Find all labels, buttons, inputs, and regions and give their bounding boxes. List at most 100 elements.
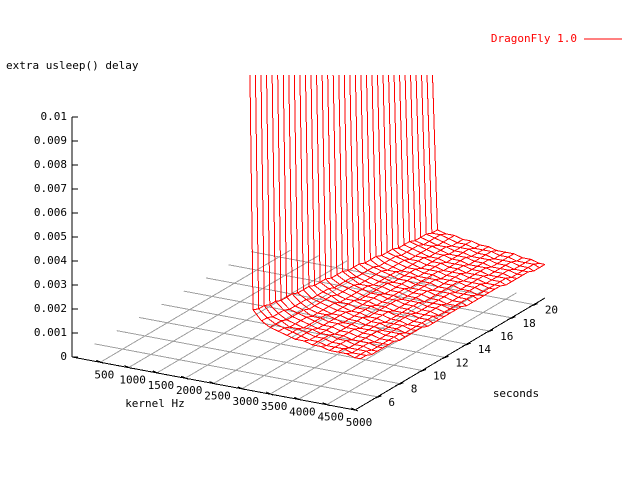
surface-isoline-y bbox=[360, 337, 367, 342]
surface-isoline-x bbox=[351, 352, 361, 355]
surface-isoline-y bbox=[482, 246, 489, 251]
surface-isoline-x bbox=[410, 74, 416, 241]
surface-isoline-y bbox=[329, 333, 335, 336]
surface-isoline-x bbox=[410, 329, 417, 332]
surface-isoline-y bbox=[471, 278, 478, 284]
surface-isoline-x bbox=[471, 240, 481, 246]
surface-isoline-y bbox=[452, 296, 459, 302]
surface-isoline-y bbox=[460, 256, 467, 262]
surface-isoline-y bbox=[329, 346, 336, 351]
surface-isoline-y bbox=[294, 302, 301, 307]
surface-isoline-x bbox=[384, 293, 394, 296]
surface-isoline-y bbox=[359, 295, 366, 301]
surface-isoline-y bbox=[508, 253, 515, 258]
surface-isoline-y bbox=[415, 280, 422, 286]
surface-isoline-y bbox=[409, 255, 416, 260]
surface-isoline-y bbox=[407, 292, 414, 297]
surface-isoline-y bbox=[312, 328, 318, 330]
y-axis-tick-labels: 6 8 10 12 14 16 18 20 bbox=[388, 304, 558, 409]
surface-isoline-x bbox=[441, 291, 450, 294]
floor-grid-line-y bbox=[94, 343, 378, 398]
surface-isoline-y bbox=[370, 256, 377, 261]
surface-isoline-x bbox=[460, 273, 470, 279]
surface-isoline-x bbox=[519, 265, 529, 269]
surface-isoline-x bbox=[317, 341, 327, 347]
surface-isoline-x bbox=[485, 267, 495, 273]
surface-isoline-y bbox=[367, 266, 374, 271]
surface-isoline-x bbox=[328, 306, 338, 311]
surface-isoline-x bbox=[448, 238, 458, 244]
surface-isoline-y bbox=[356, 273, 363, 278]
surface-isoline-y bbox=[325, 277, 332, 280]
surface-isoline-x bbox=[368, 342, 378, 348]
surface-isoline-x bbox=[328, 288, 338, 296]
surface-isoline-x bbox=[351, 339, 361, 342]
surface-isoline-x bbox=[263, 305, 274, 318]
surface-isoline-y bbox=[468, 260, 475, 266]
surface-isoline-y bbox=[362, 300, 369, 306]
surface-isoline-x bbox=[359, 283, 369, 287]
x-tick-label: 2000 bbox=[176, 384, 203, 397]
surface-isoline-x bbox=[466, 285, 476, 288]
surface-isoline-y bbox=[322, 288, 329, 293]
z-tick-label: 0.001 bbox=[34, 326, 67, 339]
surface-isoline-y bbox=[373, 281, 380, 286]
surface-isoline-x bbox=[292, 331, 302, 337]
surface-isoline-y bbox=[359, 324, 366, 329]
surface-isoline-x bbox=[401, 283, 411, 289]
surface-isoline-y bbox=[404, 287, 411, 290]
surface-isoline-x bbox=[423, 272, 433, 276]
surface-isoline-y bbox=[454, 260, 461, 265]
surface-isoline-x bbox=[379, 281, 388, 284]
surface-isoline-x bbox=[390, 290, 400, 293]
surface-isoline-x bbox=[258, 308, 268, 319]
surface-isoline-y bbox=[482, 259, 489, 264]
surface-isoline-y bbox=[460, 272, 467, 275]
y-tick-label: 20 bbox=[545, 304, 558, 317]
surface-isoline-y bbox=[511, 260, 517, 263]
surface-isoline-y bbox=[479, 254, 486, 259]
surface-isoline-x bbox=[423, 244, 433, 247]
surface-isoline-x bbox=[399, 320, 409, 326]
surface-isoline-x bbox=[357, 335, 366, 339]
surface-isoline-x bbox=[426, 233, 435, 239]
surface-isoline-y bbox=[347, 266, 354, 272]
surface-isoline-x bbox=[438, 299, 448, 305]
surface-isoline-y bbox=[306, 298, 312, 300]
surface-isoline-x bbox=[337, 323, 347, 328]
surface-isoline-y bbox=[435, 304, 442, 309]
surface-isoline-x bbox=[376, 317, 386, 323]
surface-isoline-x bbox=[297, 292, 307, 300]
surface-isoline-y bbox=[357, 332, 364, 337]
surface-isoline-x bbox=[280, 320, 290, 328]
surface-isoline-x bbox=[329, 349, 339, 353]
surface-isoline-y bbox=[334, 330, 341, 335]
surface-isoline-y bbox=[457, 238, 464, 244]
surface-isoline-y bbox=[457, 293, 465, 298]
surface-isoline-x bbox=[434, 237, 444, 243]
surface-isoline-x bbox=[388, 74, 394, 250]
surface-isoline-x bbox=[414, 240, 424, 246]
surface-isoline-y bbox=[410, 330, 417, 335]
surface-isoline-y bbox=[361, 269, 368, 275]
surface-isoline-x bbox=[314, 305, 324, 311]
surface-isoline-y bbox=[466, 301, 473, 307]
surface-isoline-y bbox=[417, 244, 424, 247]
surface-isoline-x bbox=[371, 349, 378, 352]
surface-isoline-x bbox=[413, 320, 423, 324]
surface-isoline-y bbox=[377, 347, 384, 352]
surface-isoline-y bbox=[404, 313, 411, 318]
surface-isoline-y bbox=[413, 302, 420, 307]
surface-isoline-y bbox=[371, 330, 378, 336]
surface-isoline-x bbox=[295, 323, 304, 329]
surface-isoline-x bbox=[402, 325, 412, 330]
y-tick-label: 6 bbox=[388, 396, 395, 409]
surface-isoline-x bbox=[371, 74, 377, 257]
surface-isoline-x bbox=[533, 263, 540, 269]
surface-isoline-y bbox=[433, 314, 439, 317]
surface-isoline-y bbox=[333, 284, 341, 289]
surface-isoline-y bbox=[300, 298, 307, 304]
z-tick-label: 0.01 bbox=[41, 110, 68, 123]
surface-isoline-y bbox=[339, 311, 347, 316]
surface-isoline-x bbox=[446, 303, 456, 307]
